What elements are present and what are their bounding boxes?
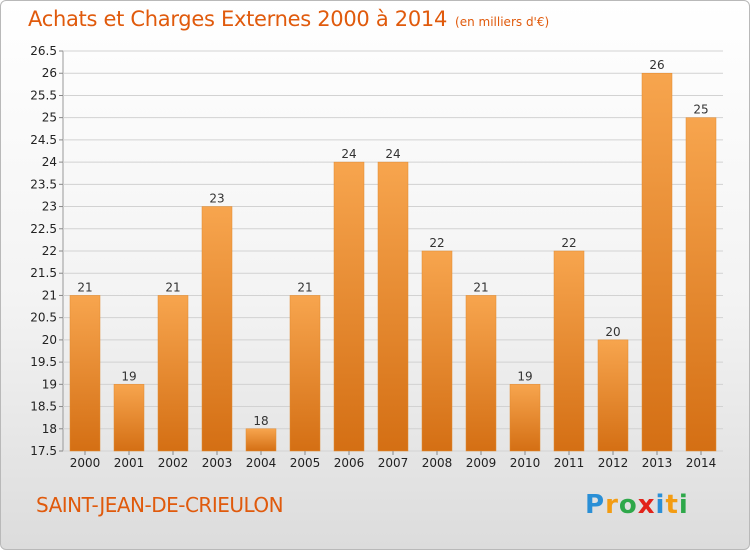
y-tick-label: 19.5: [30, 355, 57, 369]
y-tick-label: 26: [42, 66, 57, 80]
bar: [553, 250, 585, 452]
y-tick-label: 20: [42, 333, 57, 347]
bar: [465, 295, 497, 452]
y-tick-label: 18.5: [30, 400, 57, 414]
x-tick-label: 2010: [510, 456, 541, 470]
bar: [157, 295, 189, 452]
y-tick-label: 23: [42, 200, 57, 214]
data-labels: 21 19 21 23 18 21 24 24 22 21 19 22 20 26 25: [77, 58, 708, 428]
logo-letter: t: [665, 490, 679, 520]
data-label: 19: [517, 369, 532, 383]
x-tick-label: 2013: [642, 456, 673, 470]
bar: [509, 384, 541, 452]
place-name: SAINT-JEAN-DE-CRIEULON: [36, 493, 284, 517]
x-tick-label: 2006: [334, 456, 365, 470]
x-tick-label: 2009: [466, 456, 497, 470]
y-tick-label: 19: [42, 377, 57, 391]
data-label: 24: [341, 147, 356, 161]
logo-letter: r: [605, 490, 619, 520]
data-label: 26: [649, 58, 664, 72]
bar: [333, 161, 365, 452]
data-label: 19: [121, 369, 136, 383]
y-tick-label: 21.5: [30, 266, 57, 280]
data-label: 22: [429, 236, 444, 250]
chart-title: Achats et Charges Externes 2000 à 2014 (e…: [28, 7, 549, 31]
x-tick-label: 2002: [158, 456, 189, 470]
y-tick-label: 25.5: [30, 88, 57, 102]
x-tick-label: 2000: [70, 456, 101, 470]
data-label: 21: [77, 280, 92, 294]
y-tick-label: 17.5: [30, 444, 57, 458]
logo-letter: P: [585, 490, 606, 520]
bar: [69, 295, 101, 452]
x-tick-label: 2007: [378, 456, 409, 470]
logo-letter: i: [678, 490, 689, 520]
y-axis-ticks: 17.5 18 18.5 19 19.5 20 20.5 21 21.5 22 22.5 23 23.5…: [30, 44, 57, 458]
bar: [201, 206, 233, 452]
x-tick-label: 2001: [114, 456, 145, 470]
data-label: 21: [473, 280, 488, 294]
y-tick-label: 18: [42, 422, 57, 436]
data-label: 20: [605, 325, 620, 339]
logo-letter: x: [637, 490, 656, 520]
data-label: 25: [693, 103, 708, 117]
data-label: 21: [297, 280, 312, 294]
chart-subtitle: (en milliers d'€): [455, 15, 550, 29]
bar: [377, 161, 409, 452]
y-tick-label: 26.5: [30, 44, 57, 58]
y-tick-label: 23.5: [30, 177, 57, 191]
data-label: 21: [165, 280, 180, 294]
x-tick-label: 2003: [202, 456, 233, 470]
bar: [641, 72, 673, 452]
logo-letter: i: [655, 490, 666, 520]
x-tick-label: 2012: [598, 456, 629, 470]
data-label: 22: [561, 236, 576, 250]
y-tick-label: 24.5: [30, 133, 57, 147]
x-tick-label: 2004: [246, 456, 277, 470]
data-label: 18: [253, 414, 268, 428]
bar: [421, 250, 453, 452]
y-tick-label: 22.5: [30, 222, 57, 236]
x-tick-label: 2014: [686, 456, 717, 470]
y-tick-label: 25: [42, 111, 57, 125]
y-tick-label: 24: [42, 155, 57, 169]
proxiti-logo: Proxiti: [585, 490, 689, 520]
x-tick-label: 2005: [290, 456, 321, 470]
bars: [69, 72, 717, 452]
data-label: 23: [209, 192, 224, 206]
y-tick-label: 20.5: [30, 311, 57, 325]
chart-title-text: Achats et Charges Externes 2000 à 2014: [28, 7, 448, 31]
y-tick-label: 22: [42, 244, 57, 258]
bar: [245, 428, 277, 452]
y-tick-label: 21: [42, 288, 57, 302]
x-axis-ticks: 2000 2001 2002 2003 2004 2005 2006 2007 2008 2009…: [70, 451, 717, 470]
x-tick-label: 2008: [422, 456, 453, 470]
bar: [685, 117, 717, 452]
bar: [289, 295, 321, 452]
bar: [113, 384, 145, 452]
x-tick-label: 2011: [554, 456, 585, 470]
logo-letter: o: [618, 490, 638, 520]
data-label: 24: [385, 147, 400, 161]
bar: [597, 339, 629, 452]
